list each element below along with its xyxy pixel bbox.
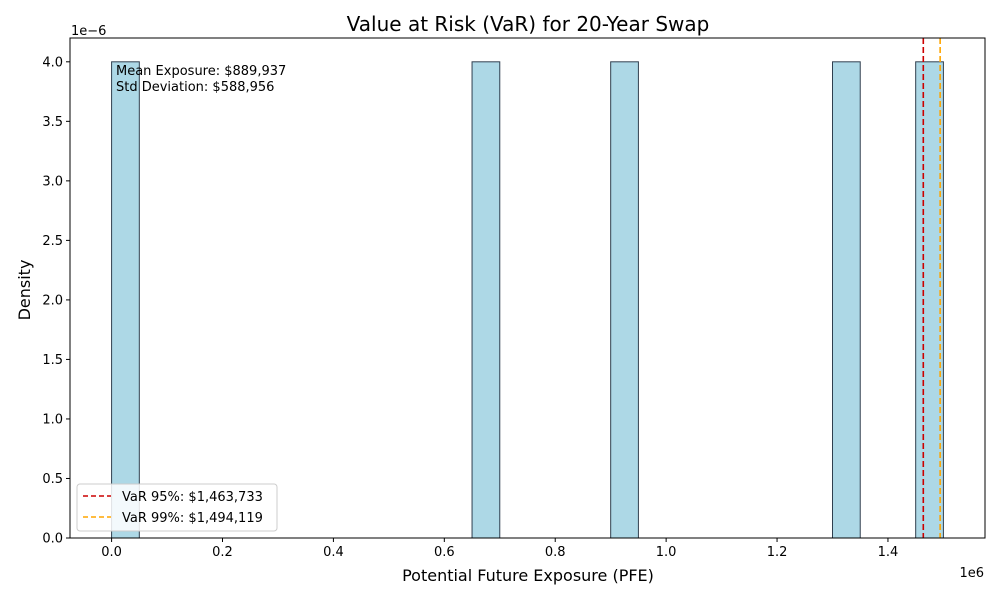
legend-label-var99: VaR 99%: $1,494,119 <box>122 511 263 526</box>
y-offset-label: 1e−6 <box>71 24 106 39</box>
std-deviation-annotation: Std Deviation: $588,956 <box>116 80 274 95</box>
y-tick-label: 4.0 <box>42 55 63 70</box>
y-axis-ticks: 0.0 0.5 1.0 1.5 2.0 2.5 3.0 3.5 4.0 <box>42 55 70 547</box>
y-tick-label: 3.0 <box>42 174 63 189</box>
y-tick-label: 1.5 <box>42 353 63 368</box>
y-tick-label: 0.0 <box>42 532 63 547</box>
y-tick-label: 1.0 <box>42 412 63 427</box>
y-tick-label: 3.5 <box>42 115 63 130</box>
legend-label-var95: VaR 95%: $1,463,733 <box>122 490 263 505</box>
histogram-bar-4 <box>915 61 944 539</box>
histogram-bar-1 <box>471 61 501 539</box>
x-axis-label: Potential Future Exposure (PFE) <box>402 566 654 585</box>
x-tick-label: 1.0 <box>656 545 677 560</box>
histogram-bar-0 <box>111 61 140 539</box>
y-axis-label: Density <box>15 260 34 321</box>
histogram-bars <box>111 61 944 539</box>
x-tick-label: 1.4 <box>878 545 899 560</box>
x-tick-label: 0.2 <box>212 545 233 560</box>
var-lines <box>922 38 941 538</box>
x-tick-label: 0.0 <box>101 545 122 560</box>
x-offset-label: 1e6 <box>959 566 984 581</box>
x-tick-label: 1.2 <box>767 545 788 560</box>
histogram-bar-2 <box>610 61 639 539</box>
x-axis-ticks: 0.0 0.2 0.4 0.6 0.8 1.0 1.2 1.4 <box>101 538 898 560</box>
y-tick-label: 2.5 <box>42 234 63 249</box>
y-tick-label: 0.5 <box>42 472 63 487</box>
legend-box <box>76 483 278 532</box>
legend: VaR 95%: $1,463,733 VaR 99%: $1,494,119 <box>76 483 278 532</box>
histogram-bar-3 <box>832 61 861 539</box>
y-tick-label: 2.0 <box>42 293 63 308</box>
chart-title: Value at Risk (VaR) for 20-Year Swap <box>347 12 710 36</box>
x-tick-label: 0.4 <box>323 545 344 560</box>
mean-exposure-annotation: Mean Exposure: $889,937 <box>116 64 286 79</box>
plot-frame <box>69 37 986 539</box>
x-tick-label: 0.8 <box>545 545 566 560</box>
x-tick-label: 0.6 <box>434 545 455 560</box>
